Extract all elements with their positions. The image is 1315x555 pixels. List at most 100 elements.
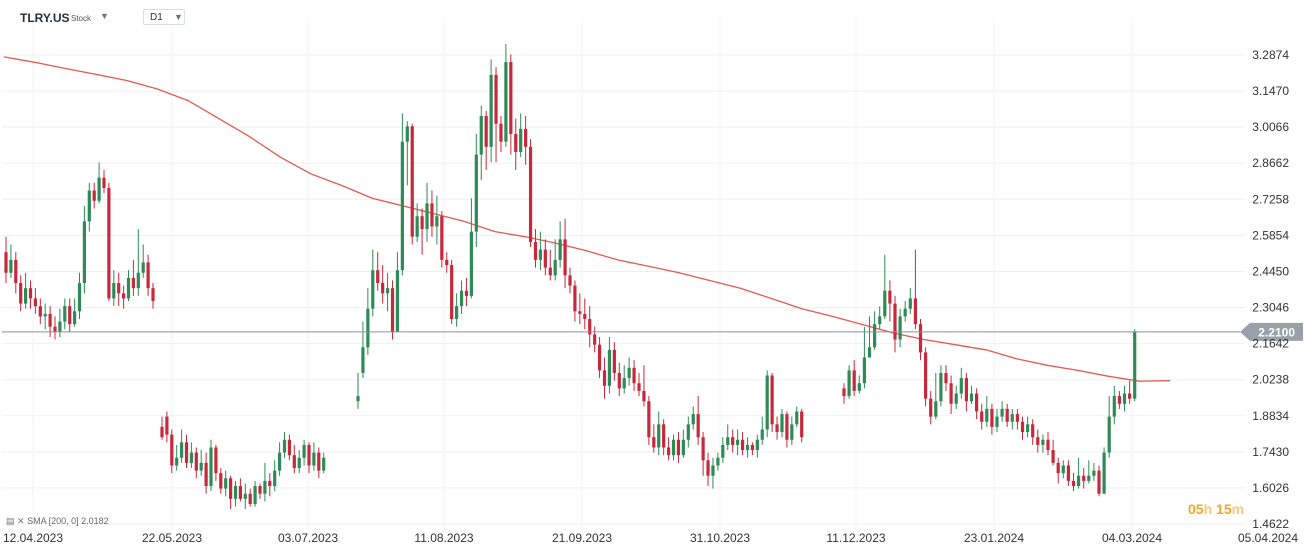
candle-body: [317, 452, 321, 471]
candle-body: [985, 408, 989, 422]
candle: [878, 306, 882, 330]
candle: [959, 367, 963, 399]
candle-body: [455, 306, 459, 319]
candle: [136, 229, 140, 296]
candle: [151, 283, 155, 309]
candle: [578, 293, 582, 325]
candle-body: [1077, 475, 1081, 487]
candle-body: [785, 414, 789, 440]
symbol-label[interactable]: TLRY.US: [20, 11, 70, 25]
candle-body: [48, 313, 52, 327]
candle: [740, 432, 745, 456]
candle-body: [1010, 414, 1014, 422]
candle-body: [944, 372, 948, 384]
candle: [385, 272, 390, 312]
candle-body: [53, 326, 57, 332]
candle-body: [312, 452, 316, 466]
candle-body: [180, 442, 184, 458]
candle: [588, 306, 592, 348]
timeframe-select[interactable]: D1 ▼: [143, 9, 185, 25]
candle: [253, 480, 257, 507]
candle: [985, 396, 989, 427]
candle-body: [990, 408, 994, 427]
x-tick-label: 21.09.2023: [552, 531, 612, 545]
candle-body: [666, 447, 671, 456]
candle-body: [898, 316, 902, 340]
candle-body: [696, 414, 700, 438]
candle: [780, 408, 784, 438]
candle: [862, 326, 866, 389]
candle-body: [691, 414, 695, 425]
candle: [622, 365, 626, 394]
candle: [770, 372, 774, 433]
candle: [209, 439, 213, 492]
candle: [53, 316, 57, 340]
candle: [852, 360, 856, 397]
candle-body: [1056, 462, 1060, 474]
candle: [969, 385, 974, 404]
candle-body: [184, 442, 189, 463]
indicator-remove-icon[interactable]: ✕: [17, 516, 25, 526]
candle: [847, 365, 851, 399]
candle: [199, 450, 203, 476]
candle: [954, 385, 958, 409]
candle-body: [268, 480, 272, 487]
candle: [63, 298, 67, 330]
candle-body: [371, 270, 375, 309]
y-tick-label: 2.4450: [1252, 264, 1289, 278]
candle: [278, 442, 282, 476]
candle-body: [731, 437, 735, 445]
candle: [87, 182, 91, 232]
candle: [790, 416, 794, 445]
candle-body: [229, 478, 233, 499]
candle-body: [878, 316, 882, 325]
candle-body: [445, 259, 449, 266]
candle: [317, 447, 321, 479]
candle: [1102, 447, 1106, 494]
candle: [292, 444, 296, 474]
candle: [73, 298, 77, 327]
candle: [632, 360, 636, 391]
candle-body: [652, 437, 656, 448]
candle: [662, 419, 666, 456]
candle-body: [995, 416, 999, 427]
candle: [102, 169, 106, 194]
candle: [204, 452, 208, 494]
candle-body: [435, 216, 439, 227]
candle-body: [726, 437, 730, 445]
candle-body: [975, 393, 979, 412]
candle: [509, 54, 513, 155]
candle: [165, 411, 169, 443]
candle-body: [415, 216, 419, 237]
candle: [627, 357, 631, 386]
candle-body: [867, 347, 872, 358]
candle-body: [543, 249, 547, 268]
indicator-settings-icon[interactable]: ▤: [6, 516, 15, 526]
candle-body: [63, 306, 67, 322]
candle: [1051, 439, 1055, 466]
candle-body: [1041, 439, 1045, 445]
candle: [800, 408, 804, 443]
candle: [1097, 465, 1101, 497]
candle-body: [964, 378, 968, 402]
candle-body: [750, 444, 754, 451]
candle: [681, 429, 685, 458]
candle-body: [356, 396, 360, 402]
candle: [219, 468, 223, 494]
candle-body: [765, 375, 769, 430]
candle-body: [770, 375, 774, 425]
candle-body: [597, 344, 602, 371]
candle-body: [450, 265, 454, 319]
candle: [302, 439, 306, 466]
candle-body: [224, 478, 228, 489]
candle: [726, 424, 730, 451]
candle: [795, 406, 799, 427]
candle-body: [479, 116, 483, 155]
candle: [888, 280, 892, 322]
candle-body: [122, 293, 126, 299]
symbol-dropdown-icon[interactable]: ▼: [100, 11, 109, 21]
timer-hours-unit: h: [1203, 501, 1213, 517]
candle: [637, 372, 641, 397]
candle-body: [430, 203, 434, 227]
